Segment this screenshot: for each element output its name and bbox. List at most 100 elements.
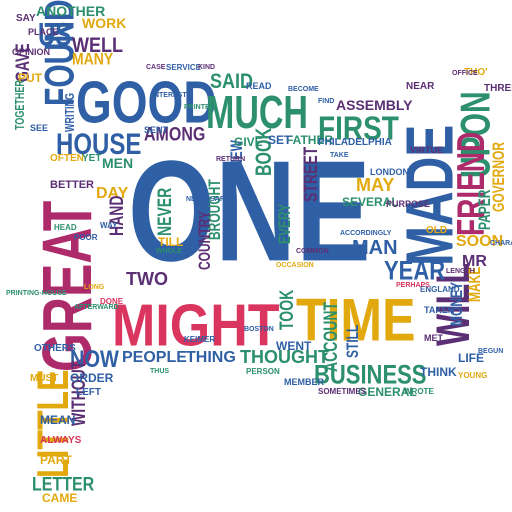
word-london: London <box>370 167 409 177</box>
word-mr: Mr <box>462 253 487 270</box>
word-thought: Thought <box>240 347 329 367</box>
word-place: Place <box>28 27 59 37</box>
word-among: Among <box>144 124 206 146</box>
word-case: Case <box>146 64 166 71</box>
word-read: Read <box>246 81 272 91</box>
word-time: Time <box>296 286 416 354</box>
word-may: May <box>356 175 395 195</box>
word-perhaps: Perhaps <box>396 282 430 289</box>
word-writing: Writing <box>62 93 77 132</box>
word-might: Might <box>112 292 280 360</box>
word-taken: Taken <box>424 305 455 315</box>
word-service: Service <box>166 63 201 72</box>
word-head: Head <box>54 223 77 232</box>
word-whole: Whole <box>156 248 183 255</box>
word-accordingly: Accordingly <box>340 230 392 237</box>
word-every: Every <box>274 203 295 244</box>
word-return: Return <box>216 156 246 163</box>
word-poor: Poor <box>74 233 98 242</box>
word-common: Common <box>296 248 329 255</box>
word-england: England <box>420 285 460 294</box>
word-assembly: Assembly <box>336 97 413 113</box>
word-mean: Mean <box>40 413 76 427</box>
word-take: Take <box>330 152 349 159</box>
word-done: Done <box>100 297 124 306</box>
word-near: Near <box>406 81 435 92</box>
word-account: Account <box>318 302 341 372</box>
word-together: Together <box>12 80 27 130</box>
word-father: Father <box>286 133 334 147</box>
word-business: Business <box>314 359 427 390</box>
word-find: Find <box>318 98 335 105</box>
word-men: Men <box>102 155 134 171</box>
word-young: Young <box>458 371 488 380</box>
word-came: Came <box>42 491 78 505</box>
word-person: Person <box>246 367 280 376</box>
word-philadelphia: Philadelphia <box>318 137 392 148</box>
word-interest: Interest <box>152 92 187 99</box>
word-street: Street <box>298 146 321 202</box>
word-another: Another <box>36 3 106 19</box>
word-sent: Sent <box>144 125 169 135</box>
word-day: Day <box>96 185 129 202</box>
word-always: Always <box>40 435 82 446</box>
word-order: Order <box>70 371 114 385</box>
word-man: Man <box>352 237 398 259</box>
word-good: Good <box>76 68 217 136</box>
word-set: Set <box>268 133 292 147</box>
word-way: Way <box>100 221 118 230</box>
word-office: Office <box>452 70 478 77</box>
word-work: Work <box>82 15 127 31</box>
word-life: Life <box>458 351 484 365</box>
word-keimer: Keimer <box>184 335 216 344</box>
word-length: Length <box>446 268 475 275</box>
word-yet: Yet <box>82 153 102 164</box>
word-till: Till <box>158 235 184 249</box>
word-see: See <box>30 123 49 133</box>
word-one: One <box>128 131 371 292</box>
word-wrote: Wrote <box>404 387 434 396</box>
word-necessary: Necessary <box>186 196 230 203</box>
word-become: Become <box>288 86 319 93</box>
word-met: Met <box>424 333 443 343</box>
word-people: People <box>122 349 187 366</box>
word-opinion: Opinion <box>12 47 51 57</box>
word-afterward: Afterward <box>74 304 119 311</box>
word-took: Took <box>274 289 297 330</box>
word-many: Many <box>72 48 114 68</box>
word-three: Three <box>484 83 512 94</box>
word-soon: Soon <box>456 233 504 250</box>
word-still: Still <box>342 324 363 358</box>
word-several: Several <box>342 195 399 209</box>
word-printing-house: Printing-House <box>6 290 67 297</box>
word-begun: Begun <box>478 348 504 355</box>
word-now: Now <box>70 346 119 374</box>
word-went: Went <box>276 339 312 353</box>
word-left: Left <box>76 387 101 398</box>
word-much: Much <box>206 87 308 139</box>
word-well: Well <box>72 32 123 57</box>
word-member: Member <box>284 377 324 387</box>
word-never: Never <box>152 187 175 236</box>
word-character: Character <box>490 240 512 247</box>
word-said: Said <box>210 68 254 93</box>
word-old: Old <box>426 225 448 236</box>
word-first: First <box>318 109 399 147</box>
word-governor: Governor <box>488 141 509 212</box>
word-year: Year <box>384 255 446 286</box>
word-two: Two <box>126 269 168 289</box>
word-boston: Boston <box>244 326 274 333</box>
word-country: Country <box>194 211 215 270</box>
word-house: House <box>56 127 142 162</box>
word-occasion: Occasion <box>276 262 314 269</box>
word-kind: Kind <box>198 64 216 71</box>
word-put: Put <box>18 71 42 85</box>
word-give: Give <box>234 135 263 149</box>
word-others: Others <box>34 343 76 354</box>
word-purpose: Purpose <box>386 199 431 209</box>
word-must: Must <box>30 373 59 384</box>
word-general: General <box>358 385 417 399</box>
word-think: Think <box>420 365 457 379</box>
word-long: Long <box>84 284 105 291</box>
